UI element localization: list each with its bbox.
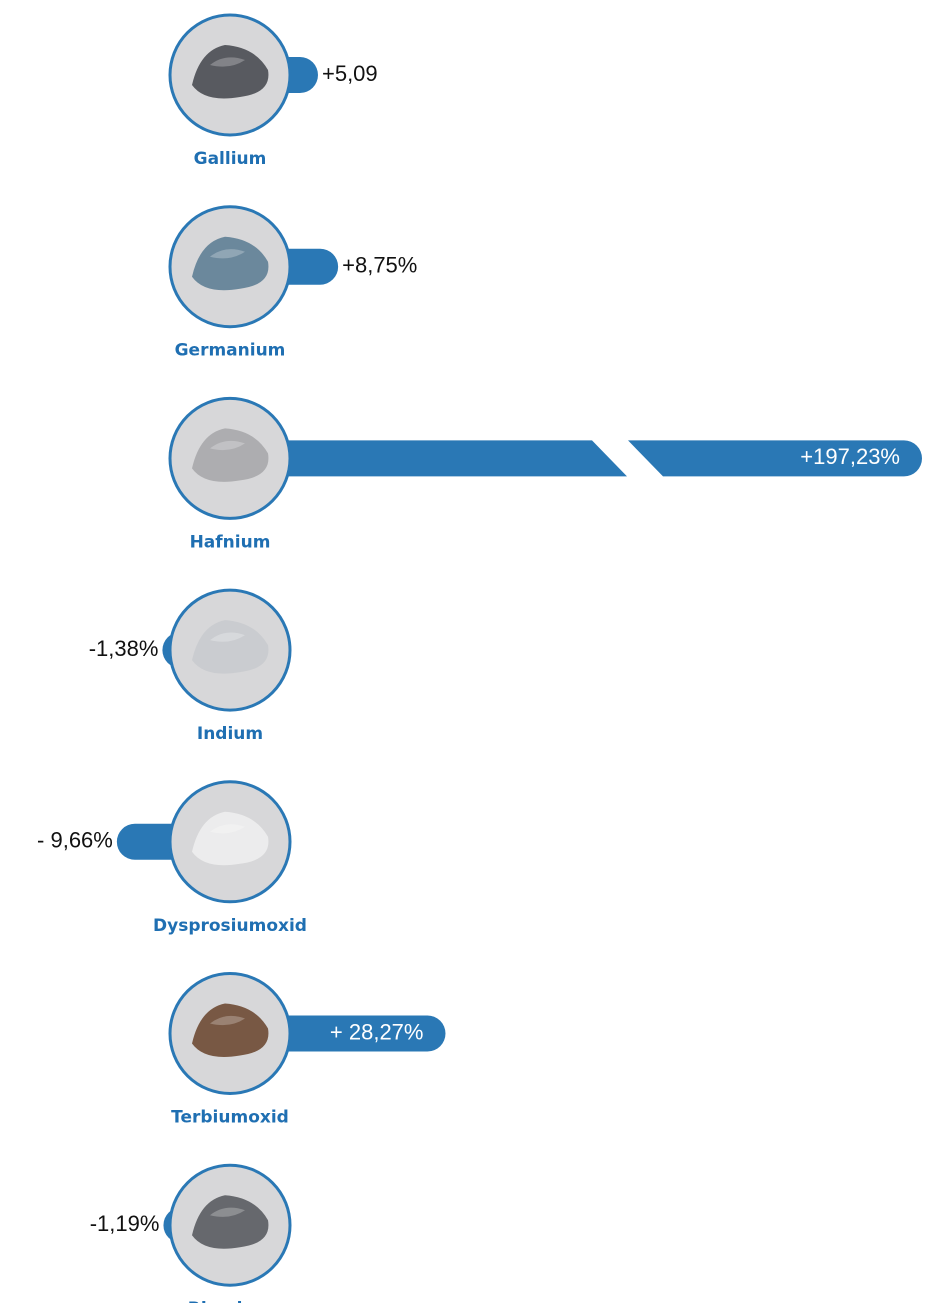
element-name: Gallium	[194, 149, 267, 169]
bar	[230, 440, 627, 477]
element-name: Indium	[197, 724, 263, 744]
element-name: Dysprosiumoxid	[153, 916, 307, 936]
element-name: Rhenium	[188, 1299, 272, 1303]
value-label: - 9,66%	[37, 828, 113, 853]
element-image-highlight	[210, 249, 245, 259]
value-label: + 28,27%	[330, 1019, 424, 1044]
value-label: -1,19%	[90, 1211, 160, 1236]
value-label: +8,75%	[342, 253, 417, 278]
element-name: Terbiumoxid	[171, 1108, 289, 1128]
value-label: -1,38%	[89, 636, 159, 661]
bar	[628, 440, 922, 477]
element-name: Germanium	[175, 341, 286, 361]
element-image-highlight	[210, 632, 245, 642]
element-image-highlight	[210, 57, 245, 67]
element-image	[192, 1003, 269, 1057]
value-label: +197,23%	[800, 444, 900, 469]
value-label: +5,09	[322, 61, 378, 86]
element-image	[192, 811, 269, 866]
element-image	[192, 1195, 269, 1249]
element-image-highlight	[210, 1015, 245, 1026]
element-image	[192, 45, 269, 99]
element-image	[192, 236, 269, 291]
element-name: Hafnium	[190, 532, 271, 552]
element-image-highlight	[210, 824, 245, 834]
element-image	[192, 428, 269, 482]
element-image-highlight	[210, 440, 245, 451]
element-image	[192, 620, 269, 674]
element-image-highlight	[210, 1207, 245, 1217]
